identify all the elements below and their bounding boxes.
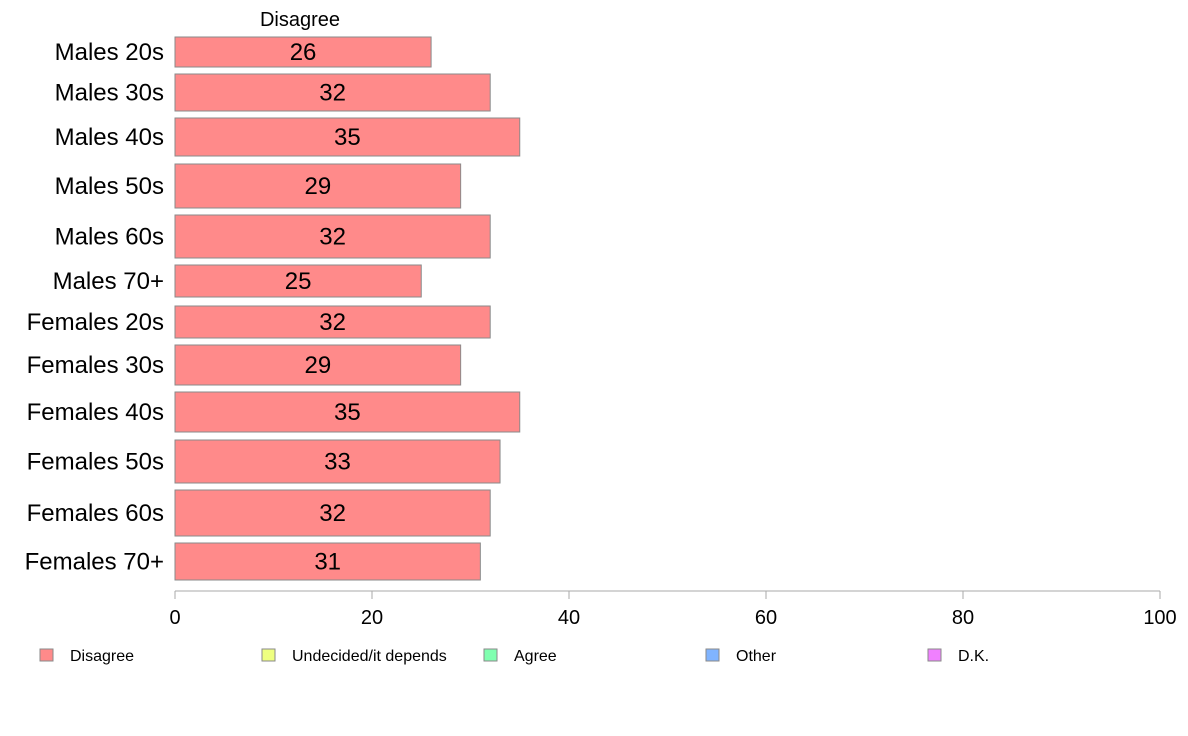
bar-value-label: 26 xyxy=(290,39,317,66)
bar-disagree xyxy=(174,163,462,209)
category-label: Females 40s xyxy=(27,399,164,426)
x-tick-label: 0 xyxy=(169,607,180,629)
bar-value-label: 25 xyxy=(285,268,312,295)
x-tick-label: 20 xyxy=(361,607,383,629)
legend-label: Agree xyxy=(514,648,557,665)
bar-value-label: 32 xyxy=(319,80,346,107)
category-label: Males 20s xyxy=(55,39,164,66)
bar-disagree xyxy=(174,73,491,112)
x-tick-label: 40 xyxy=(558,607,580,629)
bar-value-label: 32 xyxy=(319,500,346,527)
category-label: Females 30s xyxy=(27,352,164,379)
bar-disagree xyxy=(174,117,521,157)
bar-disagree xyxy=(174,391,521,433)
legend-swatch xyxy=(39,648,54,662)
bar-value-label: 29 xyxy=(304,352,331,379)
category-label: Males 70+ xyxy=(53,268,164,295)
legend-swatch xyxy=(705,648,720,662)
category-label: Males 50s xyxy=(55,173,164,200)
legend-label: Undecided/it depends xyxy=(292,648,447,665)
category-label: Females 70+ xyxy=(25,549,164,576)
bar-value-label: 35 xyxy=(334,399,361,426)
category-label: Females 60s xyxy=(27,500,164,527)
category-label: Females 50s xyxy=(27,449,164,476)
x-tick-label: 100 xyxy=(1143,607,1176,629)
x-tick-label: 60 xyxy=(755,607,777,629)
bar-disagree xyxy=(174,439,501,484)
bar-disagree xyxy=(174,36,432,68)
bar-disagree xyxy=(174,344,462,386)
bar-value-label: 35 xyxy=(334,124,361,151)
x-tick-label: 80 xyxy=(952,607,974,629)
bar-value-label: 33 xyxy=(324,449,351,476)
legend-swatch xyxy=(483,648,498,662)
category-label: Males 30s xyxy=(55,80,164,107)
bar-disagree xyxy=(174,305,491,339)
legend-label: Disagree xyxy=(70,648,134,665)
category-label: Males 40s xyxy=(55,124,164,151)
legend-label: Other xyxy=(736,648,777,665)
legend-swatch xyxy=(261,648,276,662)
category-label: Males 60s xyxy=(55,224,164,251)
bar-disagree xyxy=(174,489,491,537)
bar-value-label: 31 xyxy=(314,549,341,576)
bar-value-label: 29 xyxy=(304,173,331,200)
bar-rows: Males 20s 26 Males 30s 32 Males 40s 35 Males 5… xyxy=(25,36,521,581)
bar-disagree xyxy=(174,542,481,581)
series-header: Disagree xyxy=(260,9,340,31)
bar-disagree xyxy=(174,264,422,298)
bar-value-label: 32 xyxy=(319,224,346,251)
x-axis: 0 20 40 60 80 100 xyxy=(169,590,1177,629)
legend-swatch xyxy=(927,648,942,662)
legend: Disagree Undecided/it depends Agree Other D.… xyxy=(39,648,989,665)
category-label: Females 20s xyxy=(27,309,164,336)
legend-label: D.K. xyxy=(958,648,989,665)
bar-value-label: 32 xyxy=(319,309,346,336)
bar-disagree xyxy=(174,214,491,259)
